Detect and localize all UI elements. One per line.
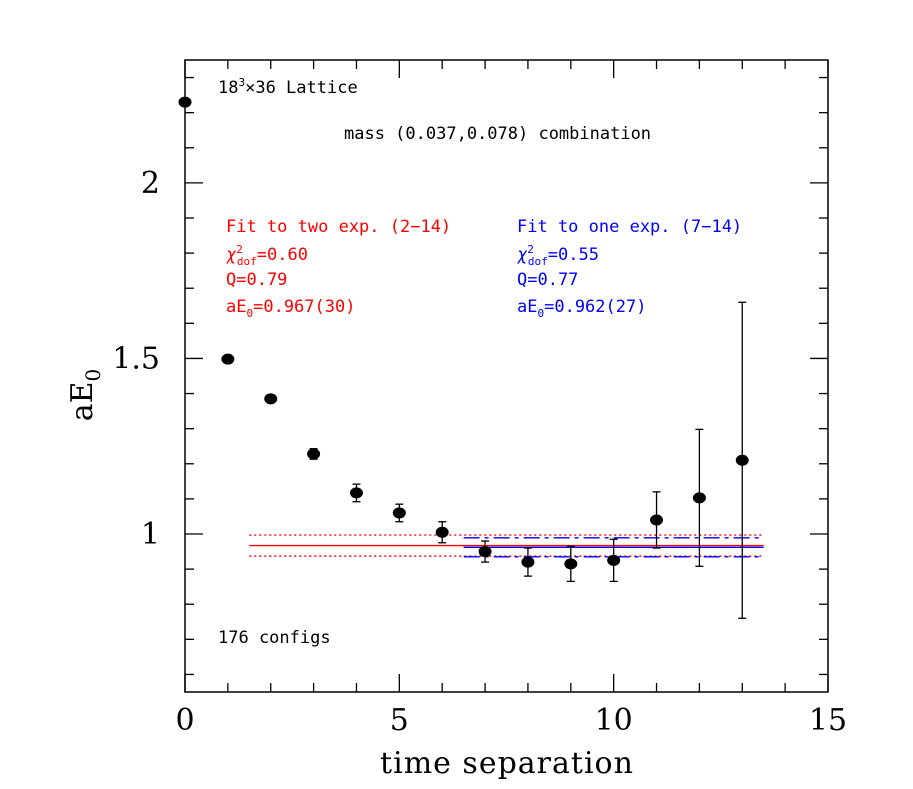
y-tick-label: 1.5 — [112, 341, 160, 376]
fit-two-exp-ae-main: aE — [226, 297, 246, 317]
fit-two-exp-title: Fit to two exp. (2−14) — [226, 217, 451, 237]
lattice-annotation: 183×36 Lattice — [218, 76, 358, 98]
data-point — [692, 492, 706, 504]
fit-one-exp-title: Fit to one exp. (7−14) — [517, 217, 742, 237]
fit-one-exp-ae-sub: 0 — [537, 307, 544, 320]
configs-annotation: 176 configs — [218, 628, 331, 648]
x-tick-label: 5 — [390, 703, 409, 738]
data-point — [735, 454, 749, 466]
fit-two-exp-q: Q=0.79 — [226, 270, 287, 290]
tick-labels: 0 5 10 15 1 1.5 2 — [112, 166, 847, 738]
data-point — [435, 526, 449, 538]
svg-text:aE0: aE0 — [65, 369, 105, 422]
fit-one-exp-ae-main: aE — [517, 297, 537, 317]
data-point — [349, 487, 363, 499]
data-point — [307, 448, 321, 460]
y-tick-label: 1 — [141, 517, 160, 552]
fit-one-exp-ae: aE0=0.962(27) — [517, 297, 646, 320]
data-points — [178, 96, 749, 619]
y-axis-label-sub: 0 — [81, 369, 105, 382]
data-point — [178, 96, 192, 108]
fit-two-exp-legend: Fit to two exp. (2−14) χ2 dof=0.60 Q=0.79… — [226, 217, 451, 320]
x-tick-label: 0 — [175, 703, 194, 738]
fit-two-exp-ae: aE0=0.967(30) — [226, 297, 355, 320]
data-point — [521, 556, 535, 568]
lattice-sup: 3 — [238, 76, 245, 89]
data-point — [607, 554, 621, 566]
data-point — [650, 514, 664, 526]
fit-one-exp-chi-symbol: χ — [517, 245, 528, 265]
fit-two-exp-ae-sub: 0 — [246, 307, 253, 320]
fit-one-exp-chi-value: =0.55 — [548, 245, 599, 265]
x-tick-label: 10 — [595, 703, 633, 738]
fit-two-exp-chi-symbol: χ — [226, 245, 237, 265]
fit-one-exp-chi-sup: 2 — [527, 243, 534, 256]
y-axis-label: aE0 — [65, 369, 105, 422]
data-point — [478, 546, 492, 558]
fit-two-exp-chi-value: =0.60 — [257, 245, 308, 265]
fit-two-exp-chi-sup: 2 — [236, 243, 243, 256]
y-axis-label-main: aE — [65, 381, 100, 421]
y-tick-label: 2 — [141, 166, 160, 201]
lattice-rest: ×36 Lattice — [245, 78, 358, 98]
fit-one-exp-chi: χ2 dof=0.55 — [517, 243, 599, 268]
fit-one-exp-q: Q=0.77 — [517, 270, 578, 290]
fit-one-exp-legend: Fit to one exp. (7−14) χ2 dof=0.55 Q=0.77… — [517, 217, 742, 320]
data-point — [264, 393, 278, 405]
fit-one-exp-ae-value: =0.962(27) — [544, 297, 646, 317]
data-point — [392, 507, 406, 519]
fit-two-exp-chi: χ2 dof=0.60 — [226, 243, 308, 268]
fit-two-exp-ae-value: =0.967(30) — [253, 297, 355, 317]
data-point — [221, 353, 235, 365]
fit-two-exp-chi-sub: dof — [237, 255, 257, 268]
fit-one-exp-chi-sub: dof — [528, 255, 548, 268]
x-axis-label: time separation — [380, 746, 634, 781]
data-point — [564, 558, 578, 570]
axis-ticks — [184, 60, 829, 692]
lattice-base: 18 — [218, 78, 238, 98]
plot-frame — [184, 59, 829, 693]
mass-annotation: mass (0.037,0.078) combination — [344, 124, 651, 144]
x-tick-label: 15 — [809, 703, 847, 738]
